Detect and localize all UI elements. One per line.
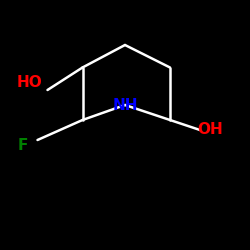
Text: F: F xyxy=(17,138,28,152)
Text: OH: OH xyxy=(197,122,223,138)
Text: NH: NH xyxy=(112,98,138,112)
Text: HO: HO xyxy=(17,75,43,90)
